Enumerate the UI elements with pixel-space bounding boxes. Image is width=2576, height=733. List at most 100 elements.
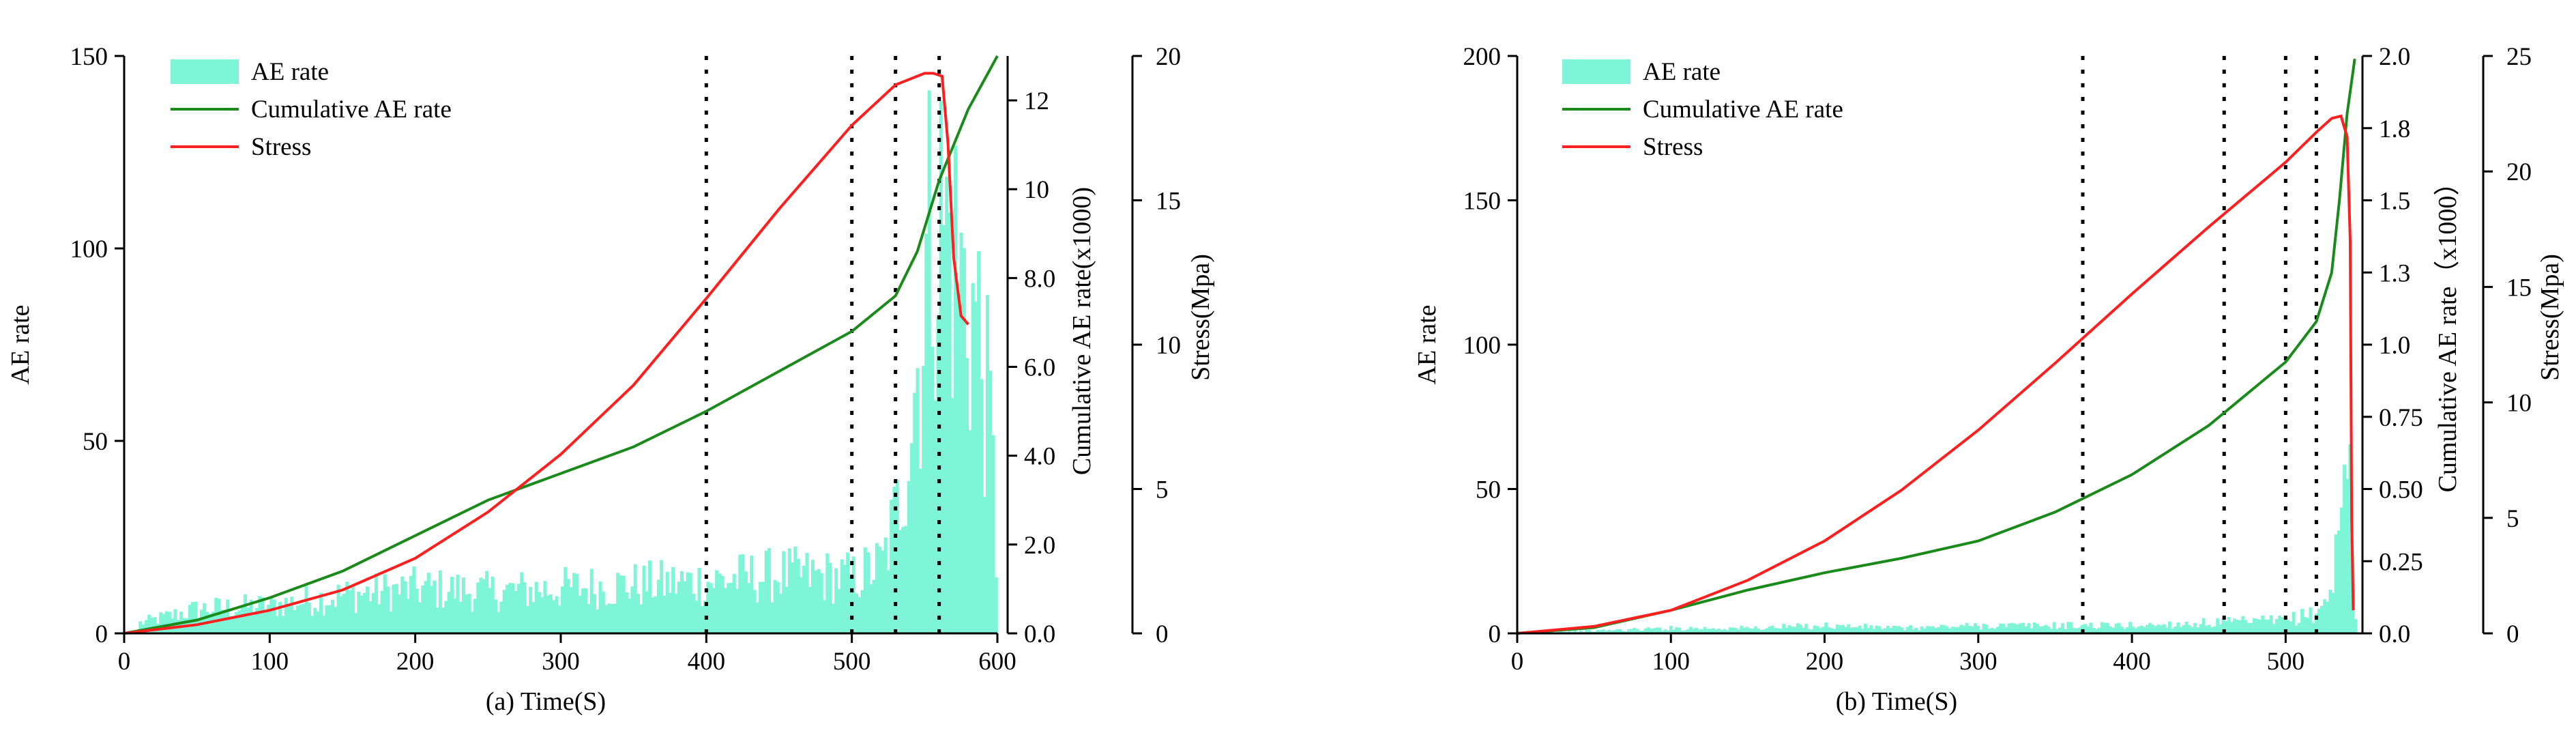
- ae-rate-bar: [304, 586, 308, 633]
- ae-rate-bar: [1779, 629, 1783, 633]
- ae-rate-bar: [578, 595, 582, 633]
- ae-rate-bar: [2007, 623, 2011, 633]
- ae-rate-bar: [389, 611, 393, 633]
- ae-rate-bar: [1883, 628, 1887, 633]
- ae-rate-bar: [1869, 625, 1873, 633]
- ae-rate-bar: [261, 597, 265, 633]
- ae-rate-bar: [208, 614, 212, 633]
- ae-rate-bar: [633, 564, 637, 633]
- ae-rate-bar: [2300, 609, 2304, 633]
- ae-rate-tick-label: 50: [83, 428, 108, 456]
- ae-rate-bar: [453, 598, 457, 633]
- ae-rate-bar: [2075, 628, 2079, 633]
- ae-rate-bar: [409, 575, 413, 633]
- ae-rate-bar: [1723, 629, 1727, 633]
- ae-rate-bar: [240, 607, 244, 633]
- ae-rate-bar: [1658, 627, 1662, 633]
- cumulative-axis-title: Cumulative AE rate(x1000): [1068, 187, 1096, 475]
- legend-ae-label: AE rate: [251, 58, 329, 86]
- ae-rate-bar: [989, 371, 993, 633]
- ae-rate-bar: [679, 571, 684, 633]
- ae-rate-bar: [1920, 626, 1924, 633]
- ae-rate-bar: [1686, 629, 1690, 633]
- ae-rate-bar: [747, 583, 751, 633]
- ae-rate-bar: [1725, 630, 1729, 633]
- ae-rate-bar: [465, 594, 469, 633]
- cumulative-tick-label: 1.5: [2379, 188, 2410, 216]
- ae-rate-bar: [1954, 627, 1958, 633]
- ae-rate-bar: [2182, 624, 2186, 633]
- ae-rate-bar: [147, 614, 151, 633]
- ae-rate-bar: [750, 556, 754, 633]
- ae-rate-bar: [1782, 624, 1786, 633]
- ae-rate-bar: [744, 571, 748, 633]
- ae-rate-bar: [1815, 626, 1819, 633]
- ae-rate-bar: [342, 594, 347, 633]
- ae-rate-bar: [1585, 629, 1588, 633]
- ae-rate-bar: [2255, 618, 2259, 633]
- ae-rate-bar: [890, 500, 894, 633]
- ae-rate-bar: [924, 233, 928, 634]
- ae-rate-bar: [2249, 622, 2253, 633]
- ae-rate-bar: [2126, 627, 2129, 633]
- ae-rate-bar: [2072, 627, 2076, 633]
- ae-rate-bar: [2027, 623, 2031, 633]
- ae-rate-bar: [656, 579, 660, 633]
- ae-rate-bar: [534, 581, 538, 633]
- ae-rate-bar: [508, 583, 512, 633]
- ae-rate-bar: [2345, 478, 2350, 633]
- ae-rate-bar: [834, 568, 838, 633]
- ae-rate-bar: [878, 547, 882, 633]
- ae-rate-bar: [412, 566, 416, 633]
- ae-rate-bar: [709, 583, 713, 633]
- ae-rate-bar: [831, 603, 835, 633]
- ae-rate-bar: [779, 594, 783, 633]
- ae-rate-bar: [601, 591, 605, 633]
- ae-rate-bar: [2309, 607, 2313, 633]
- ae-rate-bar: [1925, 626, 1929, 633]
- ae-rate-bar: [1990, 627, 1994, 633]
- ae-rate-bar: [2066, 622, 2070, 633]
- ae-rate-bar: [1688, 627, 1693, 633]
- ae-rate-bar: [1762, 629, 1766, 633]
- ae-rate-bar: [1897, 626, 1901, 633]
- ae-rate-bar: [368, 601, 372, 633]
- ae-rate-bar: [1867, 628, 1870, 633]
- ae-rate-bar: [1579, 630, 1583, 633]
- ae-rate-bar: [916, 368, 920, 633]
- ae-rate-bar: [2179, 627, 2183, 633]
- ae-rate-bar: [607, 603, 611, 633]
- ae-rate-bar: [2210, 627, 2214, 633]
- ae-rate-bar: [566, 579, 570, 633]
- ae-rate-bar: [199, 609, 203, 633]
- ae-rate-bar: [2314, 614, 2318, 633]
- ae-rate-bar: [2286, 620, 2290, 633]
- ae-rate-bar: [616, 573, 620, 633]
- ae-rate-bar: [2154, 626, 2158, 633]
- ae-rate-bar: [424, 581, 428, 633]
- ae-rate-bar: [619, 575, 623, 633]
- ae-rate-bar: [351, 586, 355, 633]
- ae-rate-bar: [196, 618, 201, 633]
- ae-rate-bar: [377, 604, 381, 633]
- ae-rate-bar: [2030, 628, 2034, 633]
- ae-rate-bar: [2122, 629, 2126, 633]
- ae-rate-bar: [2047, 627, 2051, 633]
- ae-rate-bar: [319, 592, 323, 633]
- ae-rate-bar: [651, 597, 655, 633]
- stress-line: [123, 72, 969, 635]
- ae-rate-bar: [1650, 629, 1653, 633]
- ae-rate-bar: [776, 581, 780, 633]
- ae-rate-bar: [1931, 626, 1935, 633]
- ae-rate-bar: [2058, 627, 2062, 633]
- ae-rate-bar: [706, 581, 710, 633]
- ae-rate-bar: [290, 597, 294, 633]
- ae-rate-bar: [2092, 628, 2096, 633]
- ae-rate-bar: [688, 573, 692, 633]
- ae-rate-bar: [892, 487, 896, 633]
- ae-rate-bar: [438, 570, 442, 633]
- ae-rate-bar: [1613, 630, 1617, 633]
- ae-rate-bar: [2174, 627, 2178, 633]
- ae-rate-bar: [2156, 624, 2161, 633]
- ae-rate-bar: [2224, 620, 2228, 633]
